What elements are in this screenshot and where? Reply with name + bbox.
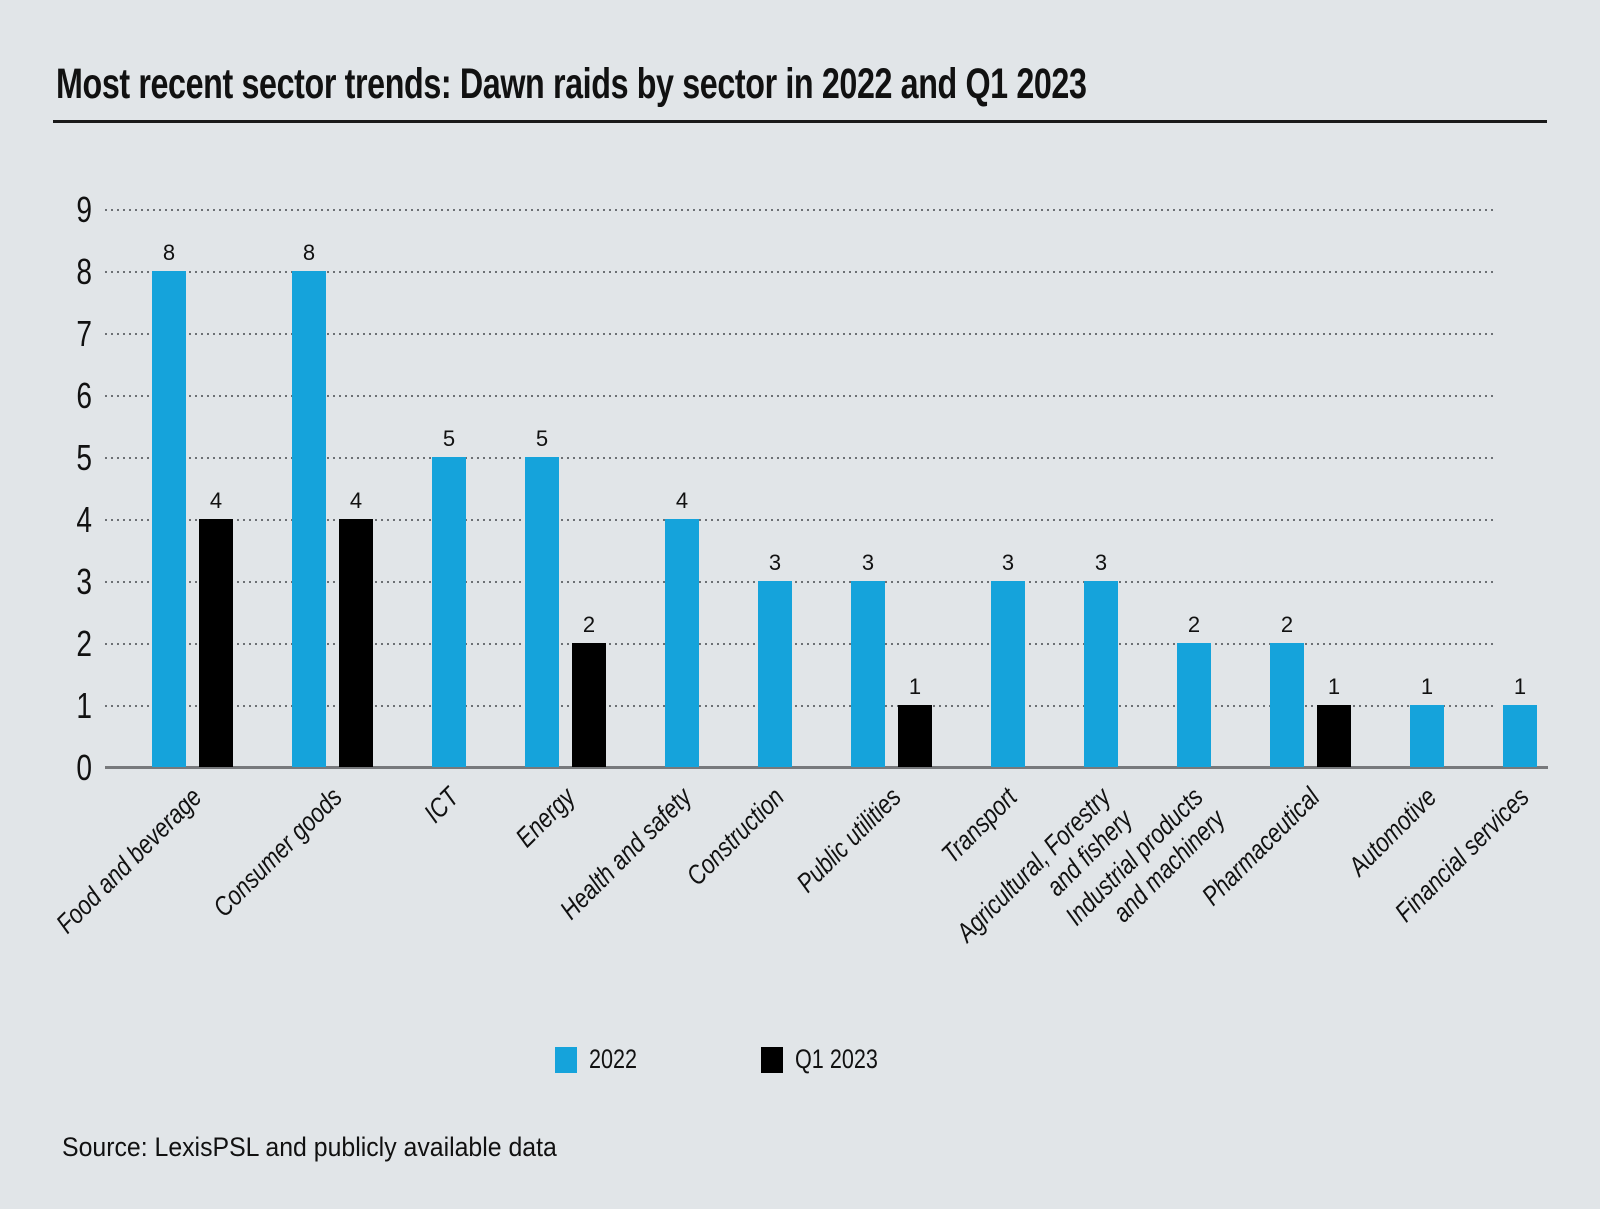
gridline (105, 271, 1495, 273)
bar-2022: 3 (758, 551, 792, 767)
source-note: Source: LexisPSL and publicly available … (62, 1132, 557, 1162)
x-axis-label: Construction (681, 782, 791, 892)
bar-2022: 5 (432, 427, 466, 767)
bar-value-label: 3 (1001, 550, 1015, 575)
bar-group: 5 (432, 427, 466, 767)
legend-swatch-q1-2023 (761, 1046, 784, 1073)
x-axis-labels: Food and beverage Consumer goods ICT Energy… (51, 782, 1548, 1022)
x-axis-label: Food and beverage (50, 782, 208, 940)
bar-value-label: 1 (1420, 674, 1434, 699)
chart-title: Most recent sector trends: Dawn raids by… (56, 60, 1087, 108)
bar-value-label: 4 (349, 488, 363, 513)
legend-item-2022: 2022 (555, 1046, 649, 1073)
bar-q1-2023: 1 (898, 675, 932, 767)
legend-swatch-2022 (555, 1046, 577, 1073)
y-axis: 0 1 2 3 4 5 6 7 8 9 (0, 150, 92, 786)
x-axis-label: Transport (936, 782, 1024, 870)
y-axis-tick-label: 9 (76, 189, 92, 230)
x-axis-label: Pharmaceutical (1196, 782, 1326, 912)
x-axis-label: Public utilities (790, 782, 907, 899)
y-axis-tick-label: 6 (76, 375, 92, 416)
bar-group: 4 (665, 489, 699, 767)
gridline (105, 705, 1495, 707)
bar-value-label: 5 (442, 426, 456, 451)
bar-value-label: 8 (302, 240, 316, 265)
bar-2022: 8 (152, 241, 186, 767)
bar-value-label: 8 (162, 240, 176, 265)
title-divider-rule (53, 120, 1547, 123)
bar-2022: 3 (851, 551, 885, 767)
bar-value-label: 2 (582, 612, 596, 637)
bar-2022: 4 (665, 489, 699, 767)
bar-group: 3 (991, 551, 1025, 767)
bar-value-label: 4 (675, 488, 689, 513)
bar-q1-2023: 2 (572, 613, 606, 767)
x-axis-label: Consumer goods (207, 782, 348, 923)
y-axis-tick-label: 5 (76, 437, 92, 478)
legend-item-q1-2023: Q1 2023 (761, 1046, 899, 1073)
bar-value-label: 1 (1513, 674, 1527, 699)
bar-value-label: 3 (768, 550, 782, 575)
bar-group: 1 (1410, 675, 1444, 767)
legend: 2022 Q1 2023 (555, 1046, 899, 1073)
y-axis-tick-label: 8 (76, 251, 92, 292)
bar-2022: 8 (292, 241, 326, 767)
y-axis-tick-label: 7 (76, 313, 92, 354)
gridline (105, 395, 1495, 397)
gridline (105, 457, 1495, 459)
bar-2022: 3 (991, 551, 1025, 767)
bar-value-label: 4 (209, 488, 223, 513)
x-axis-label: Energy (509, 782, 581, 853)
x-axis-label: ICT (417, 782, 465, 829)
bar-value-label: 2 (1280, 612, 1294, 637)
y-axis-tick-label: 4 (76, 499, 92, 540)
bar-group: 2 (1177, 613, 1211, 767)
bar-q1-2023: 1 (1317, 675, 1351, 767)
bar-value-label: 3 (861, 550, 875, 575)
bar-q1-2023: 4 (199, 489, 233, 767)
bar-2022: 1 (1410, 675, 1444, 767)
bar-value-label: 2 (1187, 612, 1201, 637)
gridline (105, 519, 1495, 521)
bar-value-label: 3 (1094, 550, 1108, 575)
gridline (105, 209, 1495, 211)
bar-2022: 2 (1270, 613, 1304, 767)
y-axis-tick-label: 0 (76, 747, 92, 788)
y-axis-tick-label: 3 (76, 561, 92, 602)
bar-group: 1 (1503, 675, 1537, 767)
x-axis-baseline (105, 766, 1548, 769)
bar-q1-2023: 4 (339, 489, 373, 767)
gridline (105, 643, 1495, 645)
bar-2022: 3 (1084, 551, 1118, 767)
gridline (105, 581, 1495, 583)
bar-value-label: 5 (535, 426, 549, 451)
bar-value-label: 1 (1327, 674, 1341, 699)
y-axis-tick-label: 1 (76, 685, 92, 726)
bar-group: 3 (758, 551, 792, 767)
y-axis-tick-label: 2 (76, 623, 92, 664)
gridline (105, 333, 1495, 335)
bar-2022: 2 (1177, 613, 1211, 767)
legend-label-2022: 2022 (589, 1044, 638, 1074)
bar-2022: 1 (1503, 675, 1537, 767)
bar-group: 3 (1084, 551, 1118, 767)
legend-label-q1-2023: Q1 2023 (795, 1044, 878, 1074)
bar-value-label: 1 (908, 674, 922, 699)
bar-2022: 5 (525, 427, 559, 767)
